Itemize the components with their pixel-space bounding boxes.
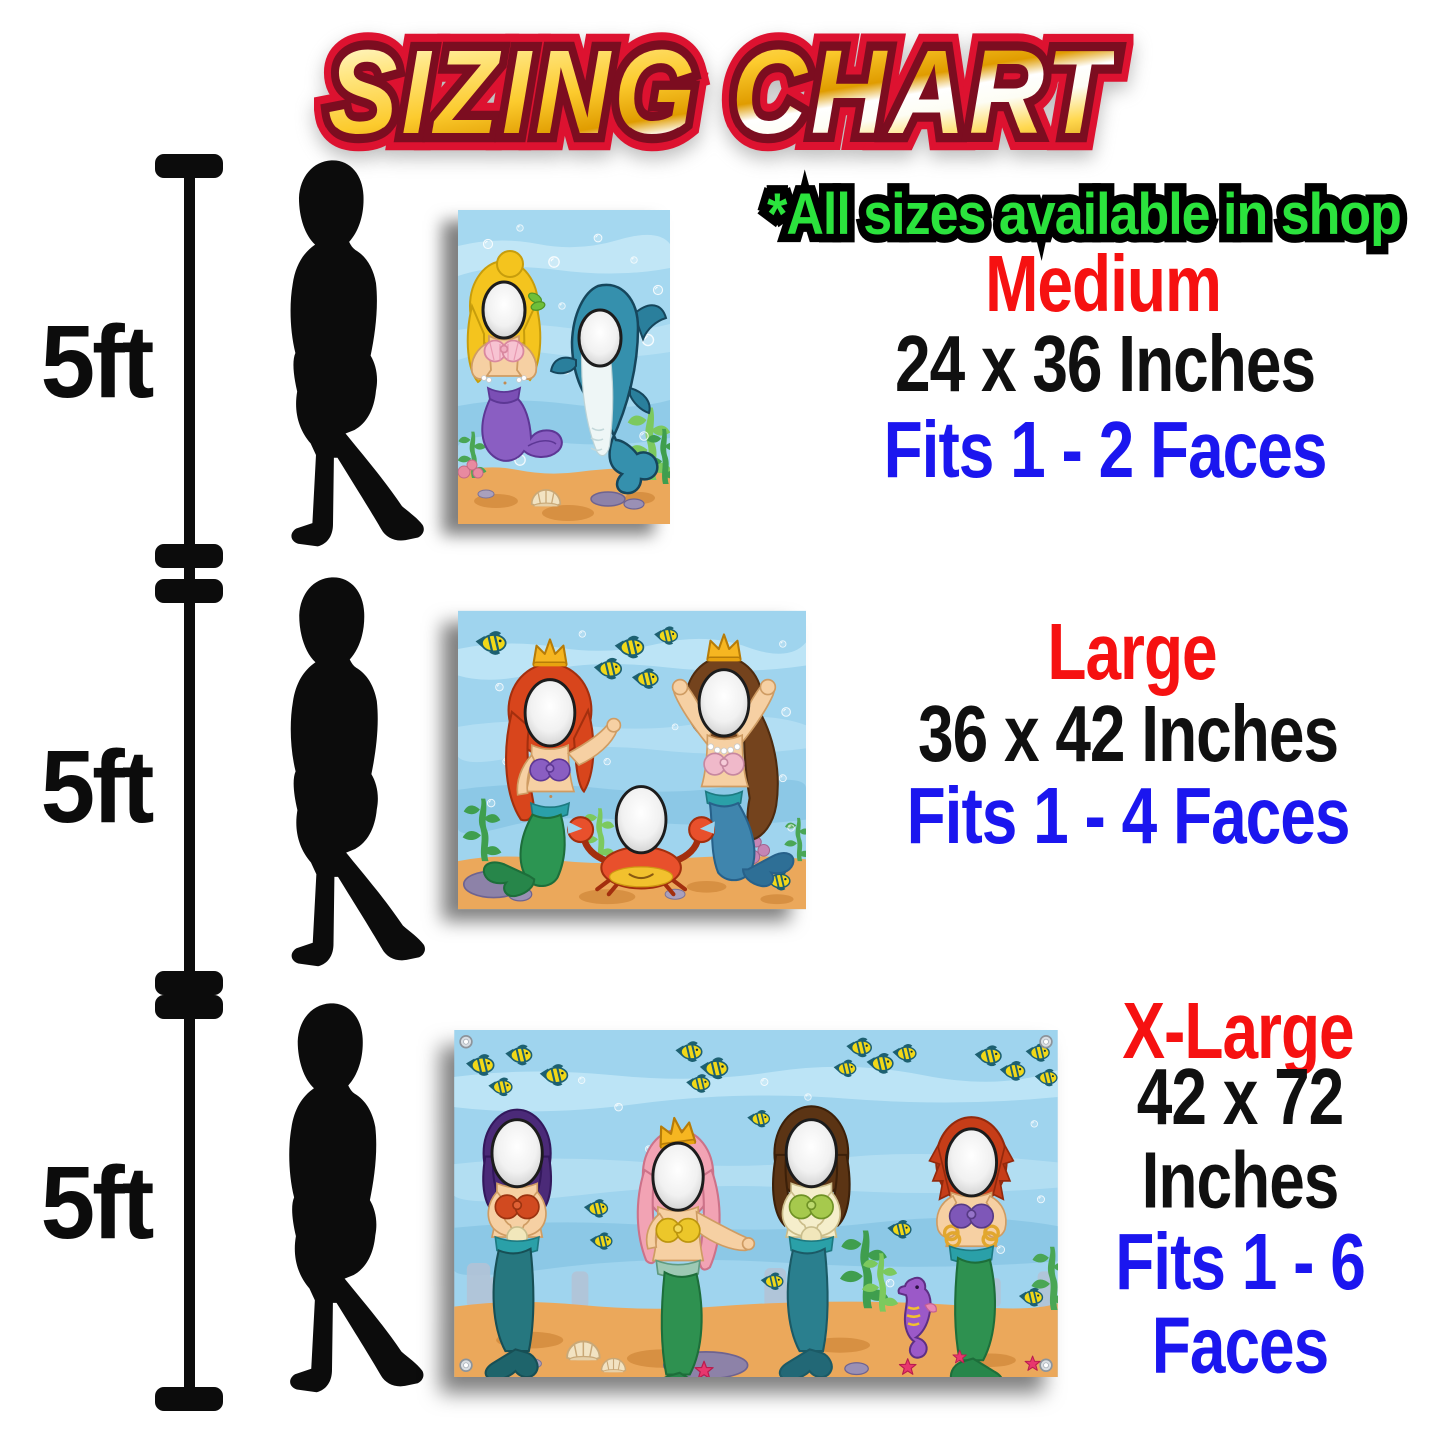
- face-hole: [944, 1127, 999, 1198]
- face-hole: [577, 308, 623, 368]
- pole-cap: [155, 154, 223, 178]
- face-hole: [784, 1118, 838, 1189]
- pole-cap: [155, 579, 223, 603]
- mermaid-tail: [519, 813, 566, 887]
- shell-bra: [655, 1217, 701, 1243]
- size-dimensions-xlarge: 42 x 72 Inches: [1136, 1051, 1345, 1226]
- face-hole: [614, 785, 668, 855]
- pole-cap: [155, 544, 223, 568]
- pole-cap: [155, 995, 223, 1019]
- size-fits-xlarge: Fits 1 - 6 Faces: [1115, 1216, 1366, 1391]
- red-haired-mermaid: [482, 638, 622, 898]
- face-hole: [481, 280, 527, 340]
- availability-note-text: *All sizes available in shop: [767, 182, 1402, 248]
- shell-bra: [494, 1194, 540, 1220]
- size-fits-medium: Fits 1 - 2 Faces: [883, 404, 1328, 495]
- red-haired-mermaid-xl: [928, 1116, 1015, 1377]
- crab: [567, 785, 716, 897]
- brown-haired-mermaid-xl: [772, 1105, 851, 1377]
- measuring-pole: [184, 158, 195, 1410]
- height-label-3: 5ft: [40, 1144, 155, 1261]
- mermaid-tail: [954, 1256, 996, 1362]
- mermaid-tail: [786, 1247, 829, 1353]
- mermaid-tail: [481, 397, 563, 462]
- person-silhouette-1: [238, 155, 428, 567]
- xlarge-board-image: [454, 1030, 1058, 1377]
- seahorse: [897, 1276, 937, 1359]
- size-name-large: Large: [1047, 606, 1217, 697]
- height-label-2: 5ft: [40, 728, 155, 845]
- mermaid-tail: [660, 1270, 703, 1376]
- rock: [590, 491, 626, 507]
- coral: [458, 459, 484, 479]
- page-title-outline-outer: SIZING CHART: [313, 16, 1125, 170]
- size-dimensions-medium: 24 x 36 Inches: [894, 318, 1316, 409]
- size-name-medium: Medium: [985, 238, 1222, 329]
- face-hole: [651, 1141, 705, 1212]
- size-fits-large: Fits 1 - 4 Faces: [906, 770, 1351, 861]
- shell-bra: [788, 1194, 834, 1220]
- pink-haired-mermaid: [636, 1114, 756, 1377]
- shell-bra: [948, 1203, 995, 1229]
- mermaid-tail: [492, 1247, 535, 1353]
- shell-bra: [529, 758, 571, 782]
- height-label-1: 5ft: [40, 303, 155, 420]
- shell-bra: [483, 339, 525, 363]
- shell-bra: [703, 752, 745, 776]
- grommets: [459, 1035, 1053, 1372]
- pole-cap: [155, 1387, 223, 1411]
- mermaid-tail: [708, 801, 756, 882]
- size-dimensions-large: 36 x 42 Inches: [917, 688, 1339, 779]
- medium-board-image: [458, 210, 670, 524]
- person-silhouette-2: [238, 572, 429, 987]
- face-hole: [523, 678, 577, 748]
- bracelets: [481, 375, 527, 383]
- page-title-text: SIZING CHART: [328, 26, 1114, 160]
- shark: [549, 283, 668, 495]
- face-hole: [490, 1118, 544, 1189]
- face-hole: [697, 668, 751, 738]
- pearl-necklace: [707, 743, 741, 755]
- brown-haired-mermaid: [671, 633, 795, 888]
- pole-cap: [155, 971, 223, 995]
- blonde-mermaid: [466, 250, 563, 462]
- bangles: [942, 1224, 1000, 1248]
- leaf-hairclip: [528, 292, 546, 311]
- availability-note-outline: *All sizes available in shop: [760, 177, 1410, 252]
- size-name-xlarge: X-Large: [1122, 985, 1354, 1076]
- large-board-image: [458, 610, 806, 910]
- purple-haired-mermaid: [482, 1108, 553, 1377]
- page-title-outline-inner: SIZING CHART: [320, 24, 1118, 162]
- person-silhouette-3: [236, 998, 428, 1413]
